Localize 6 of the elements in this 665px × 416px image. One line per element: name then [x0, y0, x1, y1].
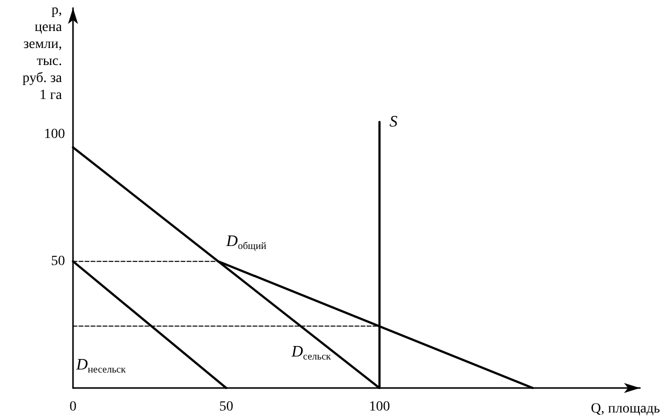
x-axis-title: Q, площадь [590, 402, 660, 416]
x-tick-label: 50 [219, 400, 234, 414]
series-label: S [389, 114, 398, 130]
x-tick-label: 0 [70, 400, 76, 414]
x-tick-label: 100 [368, 400, 390, 414]
y-axis-title: p, цена земли, тыс. руб. за 1 га [22, 3, 63, 103]
